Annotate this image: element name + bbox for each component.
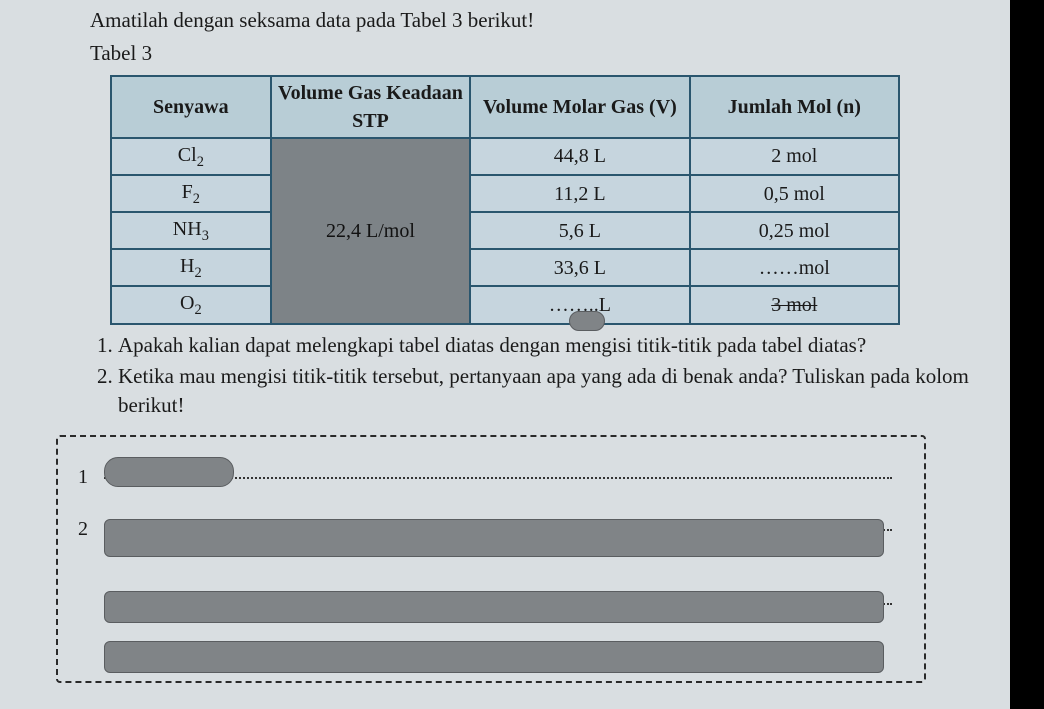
cell-compound: NH3 xyxy=(111,212,271,249)
col-mol: Jumlah Mol (n) xyxy=(690,76,899,138)
cell-compound: F2 xyxy=(111,175,271,212)
answer-line-extra xyxy=(78,589,892,605)
dotted-line[interactable] xyxy=(104,463,892,479)
answer-line-1: 1 xyxy=(78,463,892,491)
cell-volume: 11,2 L xyxy=(470,175,689,212)
table-header-row: Senyawa Volume Gas Keadaan STP Volume Mo… xyxy=(111,76,899,138)
highlight-blob xyxy=(104,591,884,623)
table-row: O2 ……..L 3 mol xyxy=(111,286,899,323)
highlight-blob xyxy=(104,641,884,673)
col-senyawa: Senyawa xyxy=(111,76,271,138)
dotted-line[interactable] xyxy=(104,515,892,531)
answer-area: 1 2 xyxy=(56,435,926,683)
question-list: Apakah kalian dapat melengkapi tabel dia… xyxy=(90,331,970,421)
cell-mol: 3 mol xyxy=(690,286,899,323)
answer-line-2: 2 xyxy=(78,515,892,543)
data-table: Senyawa Volume Gas Keadaan STP Volume Mo… xyxy=(110,75,900,325)
cell-mol: 0,25 mol xyxy=(690,212,899,249)
cell-volume: 44,8 L xyxy=(470,138,689,175)
question-item: Apakah kalian dapat melengkapi tabel dia… xyxy=(118,331,970,360)
cell-mol: 2 mol xyxy=(690,138,899,175)
cell-mol: ……mol xyxy=(690,249,899,286)
table-row: Cl2 22,4 L/mol 44,8 L 2 mol xyxy=(111,138,899,175)
cell-compound: O2 xyxy=(111,286,271,323)
cell-mol: 0,5 mol xyxy=(690,175,899,212)
page-container: Amatilah dengan seksama data pada Tabel … xyxy=(0,0,1010,709)
question-item: Ketika mau mengisi titik-titik tersebut,… xyxy=(118,362,970,421)
table-row: H2 33,6 L ……mol xyxy=(111,249,899,286)
answer-number: 2 xyxy=(78,515,104,543)
col-stp: Volume Gas Keadaan STP xyxy=(271,76,471,138)
cell-volume: 5,6 L xyxy=(470,212,689,249)
instruction-text: Amatilah dengan seksama data pada Tabel … xyxy=(90,6,970,35)
answer-number: 1 xyxy=(78,463,104,491)
cell-stp-merged: 22,4 L/mol xyxy=(271,138,471,324)
table-row: NH3 5,6 L 0,25 mol xyxy=(111,212,899,249)
cell-compound: Cl2 xyxy=(111,138,271,175)
cell-volume: 33,6 L xyxy=(470,249,689,286)
cell-compound: H2 xyxy=(111,249,271,286)
table-caption: Tabel 3 xyxy=(90,39,970,68)
highlight-blob xyxy=(104,457,234,487)
highlight-blob xyxy=(104,519,884,557)
table-row: F2 11,2 L 0,5 mol xyxy=(111,175,899,212)
text-selection-handle[interactable] xyxy=(569,311,605,331)
col-volume: Volume Molar Gas (V) xyxy=(470,76,689,138)
dotted-line[interactable] xyxy=(104,589,892,605)
